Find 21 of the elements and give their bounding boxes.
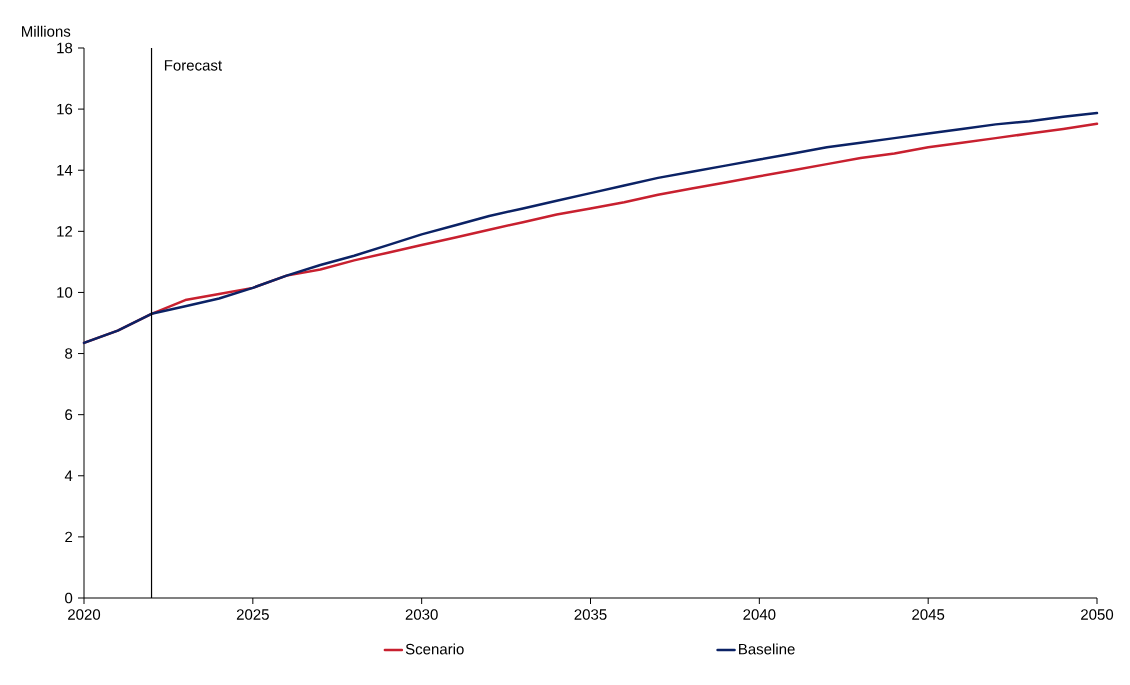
y-tick-label: 6: [65, 409, 73, 420]
y-tick-label: 18: [57, 42, 73, 54]
y-tick-label: 0: [65, 592, 73, 604]
y-tick-label: 12: [57, 226, 73, 237]
y-tick-label: 16: [57, 103, 73, 115]
y-axis-title: Millions: [22, 25, 71, 37]
y-tick-label: 4: [64, 470, 73, 481]
y-tick-label: 8: [65, 348, 73, 359]
x-tick-label: 2040: [743, 609, 776, 620]
legend-label: Scenario: [405, 643, 464, 655]
y-tick-label: 10: [57, 287, 73, 298]
y-tick-label: 2: [65, 531, 73, 543]
x-tick-label: 2025: [236, 609, 269, 620]
y-tick-label: 14: [57, 165, 73, 176]
x-tick-label: 2050: [1081, 609, 1114, 620]
x-tick-label: 2030: [405, 609, 438, 620]
x-tick-label: 2035: [574, 609, 607, 620]
x-tick-label: 2045: [912, 609, 945, 620]
legend-label: Baseline: [739, 643, 795, 655]
ref-line-label: Forecast: [164, 60, 222, 71]
x-tick-label: 2020: [68, 609, 101, 620]
